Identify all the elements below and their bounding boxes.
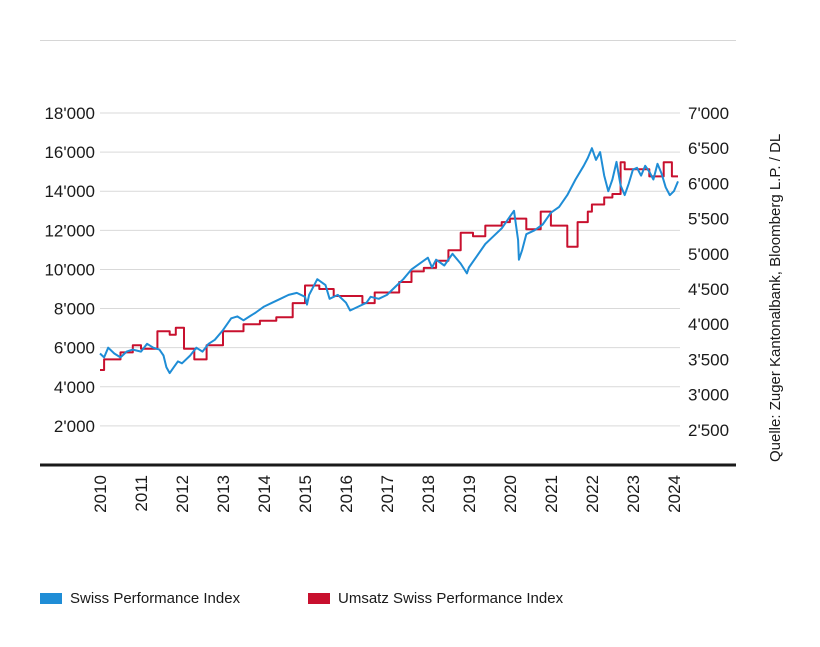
left-tick-label: 18'000 bbox=[44, 104, 95, 123]
x-tick-label: 2015 bbox=[296, 475, 315, 513]
x-tick-label: 2020 bbox=[501, 475, 520, 513]
right-tick-label: 7'000 bbox=[688, 104, 729, 123]
legend-item-umsatz: Umsatz Swiss Performance Index bbox=[308, 590, 563, 607]
right-axis-ticks: 2'500 3'000 3'500 4'000 4'500 5'000 5'500 6'000… bbox=[688, 104, 729, 440]
x-tick-label: 2013 bbox=[214, 475, 233, 513]
source-note: Quelle: Zuger Kantonalbank, Bloomberg L.… bbox=[767, 134, 784, 462]
left-tick-label: 12'000 bbox=[44, 221, 95, 240]
x-tick-label: 2018 bbox=[419, 475, 438, 513]
legend-label-umsatz: Umsatz Swiss Performance Index bbox=[338, 590, 564, 607]
x-tick-label: 2017 bbox=[378, 475, 397, 513]
legend-label-spi: Swiss Performance Index bbox=[70, 590, 241, 607]
x-tick-label: 2010 bbox=[91, 475, 110, 513]
left-tick-label: 2'000 bbox=[54, 417, 95, 436]
left-tick-label: 6'000 bbox=[54, 339, 95, 358]
left-axis-ticks: 2'000 4'000 6'000 8'000 10'000 12'000 14'000 16… bbox=[44, 104, 95, 436]
left-tick-label: 16'000 bbox=[44, 143, 95, 162]
x-tick-label: 2022 bbox=[583, 475, 602, 513]
series-line-umsatz bbox=[100, 161, 678, 371]
right-tick-label: 4'000 bbox=[688, 315, 729, 334]
x-tick-label: 2011 bbox=[132, 475, 151, 512]
right-tick-label: 6'500 bbox=[688, 139, 729, 158]
x-axis-ticks: 2010 2011 2012 2013 2014 2015 2016 2017 2018 2019… bbox=[91, 475, 684, 513]
series-line-spi bbox=[99, 147, 679, 375]
x-tick-label: 2014 bbox=[255, 475, 274, 513]
x-tick-label: 2021 bbox=[542, 475, 561, 513]
x-tick-label: 2019 bbox=[460, 475, 479, 513]
left-tick-label: 8'000 bbox=[54, 300, 95, 319]
left-tick-label: 4'000 bbox=[54, 378, 95, 397]
rule-top bbox=[40, 40, 736, 41]
legend-swatch-umsatz bbox=[308, 593, 330, 604]
gridlines bbox=[100, 112, 680, 427]
right-tick-label: 3'000 bbox=[688, 386, 729, 405]
series-layer bbox=[99, 147, 679, 375]
x-tick-label: 2024 bbox=[665, 475, 684, 513]
right-tick-label: 6'000 bbox=[688, 174, 729, 193]
right-tick-label: 5'000 bbox=[688, 245, 729, 264]
x-tick-label: 2023 bbox=[624, 475, 643, 513]
right-tick-label: 5'500 bbox=[688, 210, 729, 229]
x-tick-label: 2012 bbox=[173, 475, 192, 513]
right-tick-label: 3'500 bbox=[688, 350, 729, 369]
legend-swatch-spi bbox=[40, 593, 62, 604]
left-tick-label: 14'000 bbox=[44, 182, 95, 201]
right-tick-label: 4'500 bbox=[688, 280, 729, 299]
x-tick-label: 2016 bbox=[337, 475, 356, 513]
legend-item-spi: Swiss Performance Index bbox=[40, 590, 240, 607]
left-tick-label: 10'000 bbox=[44, 260, 95, 279]
right-tick-label: 2'500 bbox=[688, 421, 729, 440]
